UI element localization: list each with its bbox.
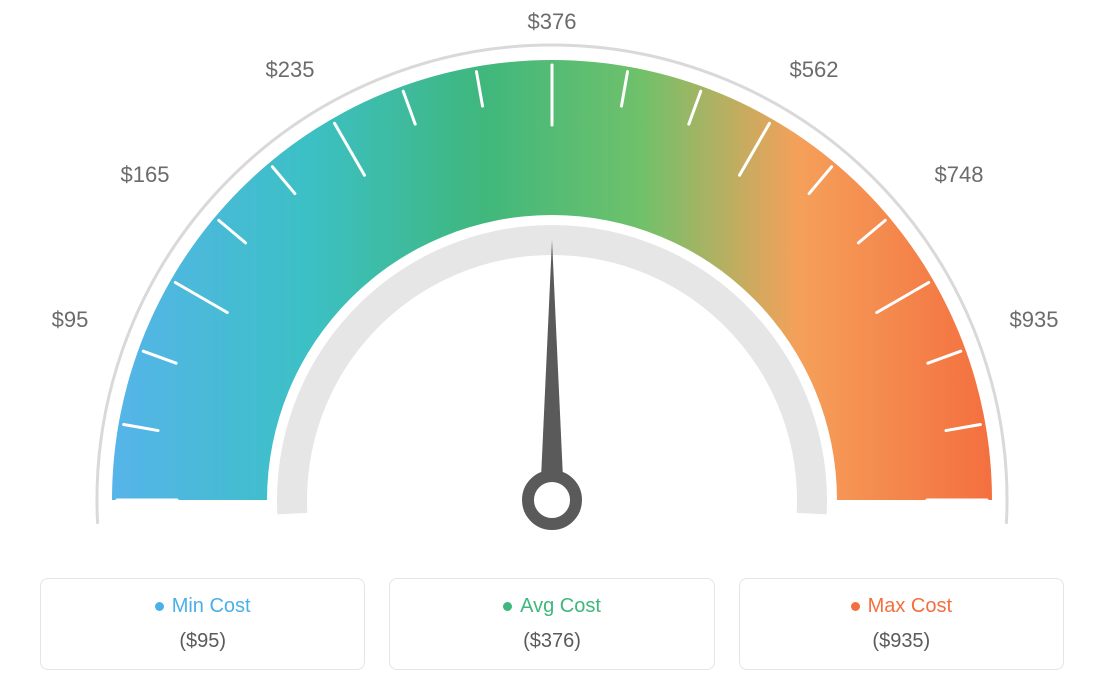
legend-card-min: Min Cost ($95) bbox=[40, 578, 365, 670]
gauge: $95 $165 $235 $376 $562 $748 $935 bbox=[0, 0, 1104, 560]
legend-avg-label-row: Avg Cost bbox=[400, 595, 703, 618]
legend-min-label: Min Cost bbox=[172, 595, 251, 618]
cost-gauge-container: $95 $165 $235 $376 $562 $748 $935 Min Cost ($9… bbox=[0, 0, 1104, 690]
legend-avg-value: ($376) bbox=[400, 630, 703, 653]
gauge-svg bbox=[0, 0, 1104, 560]
legend-max-label: Max Cost bbox=[868, 595, 952, 618]
gauge-tick-label: $235 bbox=[266, 57, 315, 83]
gauge-tick-label: $165 bbox=[121, 162, 170, 188]
dot-avg-icon bbox=[503, 602, 512, 611]
legend-avg-label: Avg Cost bbox=[520, 595, 601, 618]
dot-max-icon bbox=[851, 602, 860, 611]
legend-max-label-row: Max Cost bbox=[750, 595, 1053, 618]
gauge-tick-label: $376 bbox=[528, 9, 577, 35]
legend-min-label-row: Min Cost bbox=[51, 595, 354, 618]
gauge-tick-label: $562 bbox=[790, 57, 839, 83]
gauge-tick-label: $748 bbox=[935, 162, 984, 188]
legend-card-avg: Avg Cost ($376) bbox=[389, 578, 714, 670]
legend-max-value: ($935) bbox=[750, 630, 1053, 653]
gauge-tick-label: $935 bbox=[1010, 307, 1059, 333]
legend-card-max: Max Cost ($935) bbox=[739, 578, 1064, 670]
gauge-tick-label: $95 bbox=[52, 307, 89, 333]
legend-min-value: ($95) bbox=[51, 630, 354, 653]
legend-row: Min Cost ($95) Avg Cost ($376) Max Cost … bbox=[40, 578, 1064, 670]
dot-min-icon bbox=[155, 602, 164, 611]
